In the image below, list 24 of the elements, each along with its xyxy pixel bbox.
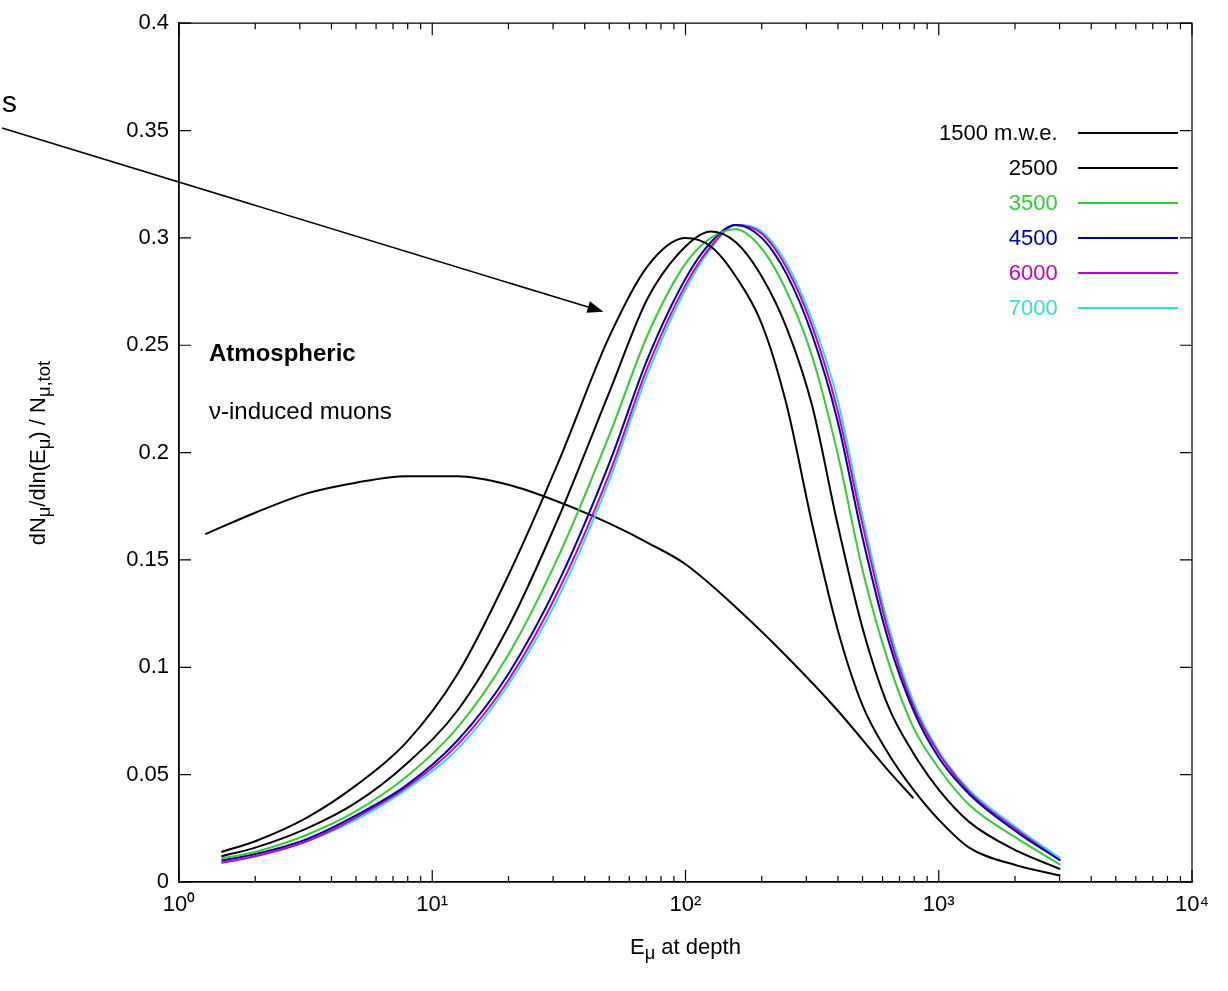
x-tick-label: 10¹ — [416, 891, 449, 917]
legend-label: 2500 — [1008, 154, 1058, 181]
legend-label: 3500 — [1008, 189, 1058, 216]
legend-label: 7000 — [1008, 294, 1058, 321]
x-tick-label: 10⁴ — [1175, 891, 1209, 917]
text: s — [2, 85, 17, 118]
x-axis-title: E$_{μ}$ at depth — [630, 934, 741, 965]
y-tick-label: 0 — [156, 868, 169, 894]
y-tick-label: 0.35 — [126, 116, 169, 142]
annotation: Atmospheric — [209, 339, 356, 367]
annotation: ν-induced muons — [209, 397, 392, 425]
y-tick-label: 0.3 — [138, 223, 169, 249]
y-tick-label: 0.25 — [126, 331, 169, 357]
y-tick-label: 0.15 — [126, 546, 169, 572]
legend-label: 4500 — [1008, 224, 1058, 251]
y-tick-label: 0.1 — [138, 653, 169, 679]
x-tick-label: 10² — [669, 891, 702, 917]
y-tick-label: 0.05 — [126, 760, 169, 786]
y-tick-label: 0.2 — [138, 438, 169, 464]
x-tick-label: 10³ — [922, 891, 955, 917]
x-tick-label: 10⁰ — [162, 891, 196, 917]
legend-label: 6000 — [1008, 259, 1058, 286]
y-tick-label: 0.4 — [138, 9, 169, 35]
legend-label: 1500 m.w.e. — [939, 119, 1058, 146]
